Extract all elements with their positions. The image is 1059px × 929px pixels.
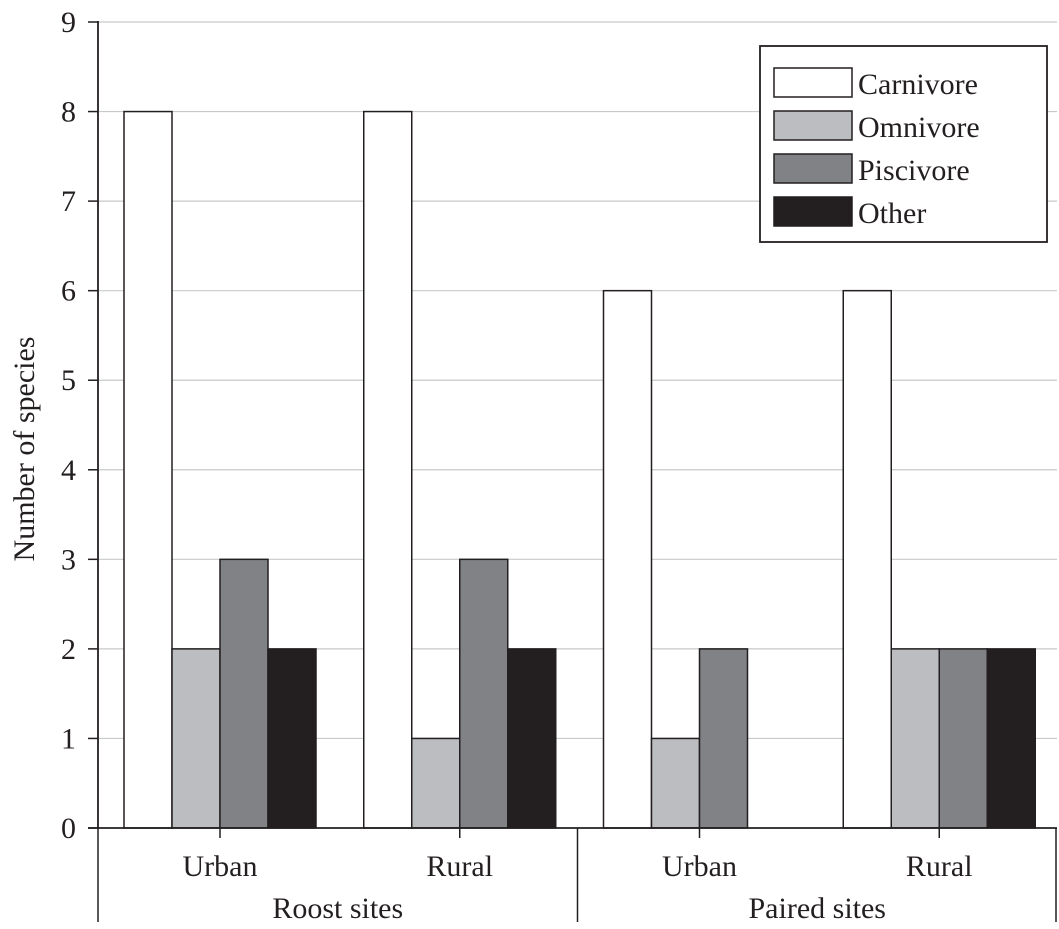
y-tick-label: 3	[61, 543, 76, 576]
y-tick-label: 1	[61, 722, 76, 755]
legend-swatch	[773, 67, 853, 98]
axes	[88, 21, 1057, 922]
legend-label: Piscivore	[858, 154, 970, 187]
y-tick-label: 8	[61, 96, 76, 129]
bars	[123, 110, 1036, 829]
y-tick-label: 5	[61, 364, 76, 397]
x-category-label: Urban	[662, 850, 737, 883]
y-tick-label: 0	[61, 812, 76, 845]
bar-piscivore	[938, 648, 988, 829]
bar-omnivore	[890, 648, 940, 829]
y-tick-label: 6	[61, 275, 76, 308]
bar-carnivore	[363, 110, 413, 829]
legend-swatch	[773, 110, 853, 141]
bar-piscivore	[219, 558, 269, 829]
x-category-label: Rural	[426, 850, 493, 883]
bar-other	[267, 648, 317, 829]
bar-piscivore	[459, 558, 509, 829]
bar-omnivore	[650, 737, 701, 829]
y-axis-title: Number of species	[8, 337, 41, 562]
bar-other	[986, 648, 1036, 829]
bar-carnivore	[602, 289, 653, 829]
legend-swatch	[773, 153, 853, 184]
bar-other	[507, 648, 557, 829]
x-category-labels: Urban Rural Urban Rural Roost sites Paired si…	[183, 850, 973, 925]
x-category-label: Rural	[906, 850, 973, 883]
y-tick-label: 9	[61, 6, 76, 39]
y-tick-labels: 0 1 2 3 4 5 6 7 8 9	[61, 6, 76, 845]
y-tick-label: 4	[61, 454, 76, 487]
x-group-label: Roost sites	[272, 892, 403, 925]
bar-carnivore	[123, 110, 173, 829]
legend-label: Carnivore	[858, 68, 978, 101]
x-group-label: Paired sites	[749, 892, 886, 925]
bar-piscivore	[698, 648, 749, 829]
legend-label: Other	[858, 197, 926, 230]
x-category-label: Urban	[183, 850, 258, 883]
bar-omnivore	[171, 648, 221, 829]
bar-carnivore	[842, 289, 892, 829]
bar-omnivore	[411, 737, 461, 829]
y-tick-label: 2	[61, 633, 76, 666]
legend-label: Omnivore	[858, 111, 980, 144]
legend-swatch	[773, 196, 853, 227]
legend: Carnivore Omnivore Piscivore Other	[759, 45, 1048, 243]
y-tick-label: 7	[61, 185, 76, 218]
